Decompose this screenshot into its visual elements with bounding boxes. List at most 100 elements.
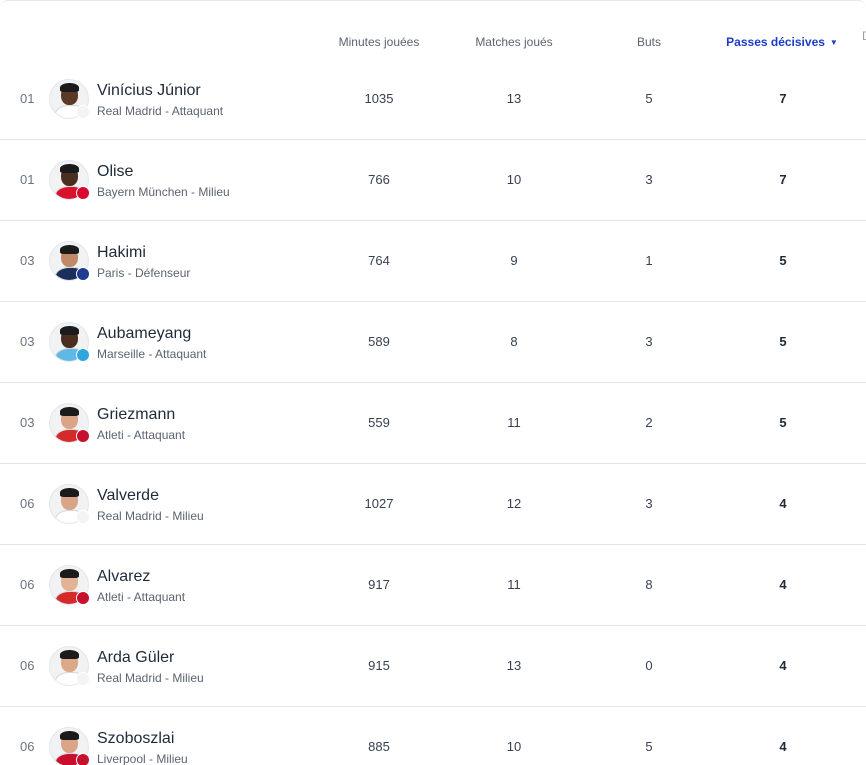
goals: 2 <box>645 415 653 430</box>
table-body: 01 Vinícius Júnior Real Madrid - Attaquant… <box>0 59 866 765</box>
player-club-position: Real Madrid - Attaquant <box>97 104 224 118</box>
goals: 3 <box>645 172 653 187</box>
table-row[interactable]: 01 Olise Bayern München - Milieu 766 10 3 7 <box>0 140 866 221</box>
assists: 4 <box>779 658 787 673</box>
table-row[interactable]: 03 Aubameyang Marseille - Attaquant 589 8 3 5 <box>0 302 866 383</box>
player-hair <box>60 650 79 659</box>
goals: 5 <box>645 91 653 106</box>
matches-played: 10 <box>506 739 522 754</box>
player-name[interactable]: Szoboszlai <box>97 730 175 747</box>
goals: 3 <box>645 496 653 511</box>
rank: 01 <box>20 172 35 187</box>
goals: 0 <box>645 658 653 673</box>
minutes-played: 885 <box>368 739 390 754</box>
club-crest-icon <box>76 429 90 443</box>
player-club-position: Liverpool - Milieu <box>97 752 188 765</box>
goals: 1 <box>645 253 653 268</box>
player-name[interactable]: Arda Güler <box>97 649 175 666</box>
player-name[interactable]: Valverde <box>97 487 159 504</box>
player-hair <box>60 326 79 335</box>
player-name[interactable]: Vinícius Júnior <box>97 82 201 99</box>
rank: 03 <box>20 253 35 268</box>
matches-played: 13 <box>506 91 522 106</box>
player-hair <box>60 569 79 578</box>
column-header-cutoff[interactable]: D <box>862 29 866 43</box>
player-name[interactable]: Aubameyang <box>97 325 192 342</box>
club-crest-icon <box>76 753 90 765</box>
player-hair <box>60 731 79 740</box>
assists: 7 <box>779 172 787 187</box>
table-header: Minutes jouées Matches joués Buts Passes… <box>0 1 866 61</box>
minutes-played: 1035 <box>364 91 394 106</box>
assists: 4 <box>779 496 787 511</box>
club-crest-icon <box>76 672 90 686</box>
player-avatar[interactable] <box>49 160 89 200</box>
minutes-played: 1027 <box>364 496 394 511</box>
player-club-position: Atleti - Attaquant <box>97 590 186 604</box>
goals: 3 <box>645 334 653 349</box>
column-header-assists-label: Passes décisives <box>726 35 825 49</box>
column-header-assists[interactable]: Passes décisives ▼ <box>726 35 838 49</box>
assists: 4 <box>779 739 787 754</box>
club-crest-icon <box>76 267 90 281</box>
matches-played: 11 <box>507 415 521 430</box>
matches-played: 10 <box>506 172 522 187</box>
matches-played: 12 <box>506 496 522 511</box>
table-row[interactable]: 06 Alvarez Atleti - Attaquant 917 11 8 4 <box>0 545 866 626</box>
player-name[interactable]: Olise <box>97 163 134 180</box>
matches-played: 8 <box>510 334 518 349</box>
column-header-minutes[interactable]: Minutes jouées <box>338 35 420 49</box>
club-crest-icon <box>76 591 90 605</box>
club-crest-icon <box>76 510 90 524</box>
player-club-position: Marseille - Attaquant <box>97 347 207 361</box>
table-row[interactable]: 01 Vinícius Júnior Real Madrid - Attaquant… <box>0 59 866 140</box>
minutes-played: 917 <box>368 577 390 592</box>
column-header-matches[interactable]: Matches joués <box>475 35 553 49</box>
player-name[interactable]: Griezmann <box>97 406 176 423</box>
rank: 06 <box>20 496 35 511</box>
table-row[interactable]: 06 Valverde Real Madrid - Milieu 1027 12 3 4 <box>0 464 866 545</box>
club-crest-icon <box>76 186 90 200</box>
rank: 06 <box>20 577 35 592</box>
table-row[interactable]: 06 Szoboszlai Liverpool - Milieu 885 10 5 4 <box>0 707 866 765</box>
table-row[interactable]: 03 Hakimi Paris - Défenseur 764 9 1 5 <box>0 221 866 302</box>
rank: 03 <box>20 334 35 349</box>
player-hair <box>60 164 79 173</box>
table-row[interactable]: 06 Arda Güler Real Madrid - Milieu 915 13 0 4 <box>0 626 866 707</box>
minutes-played: 764 <box>368 253 390 268</box>
minutes-played: 559 <box>368 415 390 430</box>
sort-desc-icon: ▼ <box>829 38 838 47</box>
rank: 03 <box>20 415 35 430</box>
player-name[interactable]: Hakimi <box>97 244 146 261</box>
player-avatar[interactable] <box>49 322 89 362</box>
player-club-position: Bayern München - Milieu <box>97 185 230 199</box>
assists: 5 <box>779 334 787 349</box>
player-hair <box>60 407 79 416</box>
goals: 8 <box>645 577 653 592</box>
player-hair <box>60 245 79 254</box>
player-club-position: Real Madrid - Milieu <box>97 671 204 685</box>
club-crest-icon <box>76 105 90 119</box>
assists: 4 <box>779 577 787 592</box>
rank: 06 <box>20 658 35 673</box>
matches-played: 9 <box>510 253 518 268</box>
player-name[interactable]: Alvarez <box>97 568 151 585</box>
matches-played: 11 <box>507 577 521 592</box>
player-club-position: Atleti - Attaquant <box>97 428 186 442</box>
rank: 01 <box>20 91 35 106</box>
table-row[interactable]: 03 Griezmann Atleti - Attaquant 559 11 2 5 <box>0 383 866 464</box>
assists: 5 <box>779 415 787 430</box>
minutes-played: 915 <box>368 658 390 673</box>
goals: 5 <box>645 739 653 754</box>
player-hair <box>60 83 79 92</box>
rank: 06 <box>20 739 35 754</box>
minutes-played: 589 <box>368 334 390 349</box>
matches-played: 13 <box>506 658 522 673</box>
assists: 7 <box>779 91 787 106</box>
player-club-position: Real Madrid - Milieu <box>97 509 204 523</box>
minutes-played: 766 <box>368 172 390 187</box>
player-hair <box>60 488 79 497</box>
column-header-goals[interactable]: Buts <box>636 35 662 49</box>
club-crest-icon <box>76 348 90 362</box>
